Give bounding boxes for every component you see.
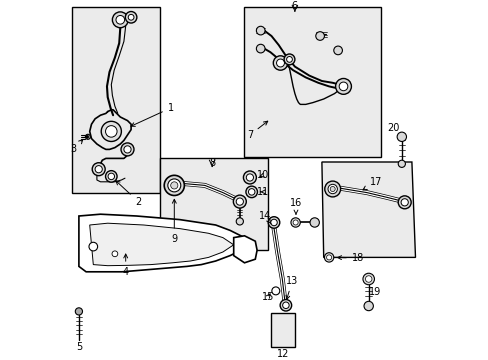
Circle shape: [365, 276, 371, 282]
Text: 19: 19: [368, 287, 380, 297]
Bar: [160, 158, 267, 250]
Circle shape: [256, 44, 264, 53]
Text: 3: 3: [70, 140, 82, 154]
Circle shape: [89, 242, 98, 251]
Text: 14: 14: [259, 211, 271, 224]
Circle shape: [170, 182, 178, 189]
Text: 11: 11: [257, 187, 269, 197]
Polygon shape: [321, 162, 415, 257]
Circle shape: [108, 173, 114, 180]
Circle shape: [248, 189, 254, 195]
Circle shape: [246, 174, 253, 181]
Circle shape: [276, 59, 284, 67]
Circle shape: [309, 218, 319, 227]
Text: 10: 10: [257, 170, 269, 180]
Circle shape: [290, 218, 300, 227]
Circle shape: [271, 287, 279, 295]
Circle shape: [128, 14, 134, 20]
Circle shape: [101, 121, 121, 141]
Circle shape: [236, 218, 243, 225]
Text: 9: 9: [171, 199, 177, 244]
Circle shape: [125, 12, 137, 23]
Text: 15: 15: [261, 292, 274, 302]
Circle shape: [167, 179, 181, 192]
Text: 12: 12: [277, 348, 289, 359]
Circle shape: [112, 12, 128, 28]
Circle shape: [324, 253, 333, 262]
Circle shape: [236, 198, 243, 205]
Circle shape: [315, 32, 324, 40]
Circle shape: [362, 273, 374, 285]
Text: 20: 20: [387, 123, 399, 133]
Circle shape: [324, 181, 340, 197]
Circle shape: [335, 78, 351, 94]
Circle shape: [243, 171, 256, 184]
Circle shape: [397, 160, 405, 167]
Circle shape: [292, 220, 298, 225]
Text: 18: 18: [337, 253, 363, 263]
Circle shape: [273, 56, 287, 70]
Circle shape: [112, 251, 118, 257]
Circle shape: [105, 171, 117, 182]
Text: 4: 4: [122, 254, 128, 277]
Circle shape: [92, 163, 105, 176]
Bar: [271, 313, 294, 347]
Text: 7: 7: [246, 121, 267, 140]
Text: 6: 6: [291, 1, 297, 12]
Circle shape: [327, 184, 337, 194]
Circle shape: [270, 219, 277, 226]
Circle shape: [280, 300, 291, 311]
Circle shape: [95, 166, 102, 173]
Text: 1: 1: [131, 103, 173, 126]
Circle shape: [396, 132, 406, 141]
Circle shape: [400, 199, 407, 206]
Circle shape: [329, 186, 335, 192]
Text: 17: 17: [362, 177, 381, 190]
Circle shape: [105, 126, 117, 137]
Circle shape: [245, 186, 257, 198]
Polygon shape: [233, 236, 257, 263]
Text: 5: 5: [76, 342, 82, 352]
Circle shape: [282, 302, 288, 309]
Circle shape: [85, 134, 90, 139]
Circle shape: [333, 46, 342, 55]
Bar: [244, 7, 381, 157]
Circle shape: [339, 82, 347, 91]
Circle shape: [284, 54, 294, 65]
Bar: [72, 7, 160, 193]
Circle shape: [286, 57, 292, 62]
Text: 13: 13: [285, 276, 298, 300]
Circle shape: [326, 255, 331, 260]
Circle shape: [397, 196, 410, 209]
Polygon shape: [89, 223, 233, 266]
Circle shape: [164, 175, 184, 195]
Circle shape: [116, 15, 124, 24]
Text: 2: 2: [116, 181, 141, 207]
Circle shape: [123, 146, 131, 153]
Circle shape: [121, 143, 134, 156]
Text: 16: 16: [289, 198, 302, 214]
Circle shape: [233, 195, 246, 208]
Circle shape: [75, 308, 82, 315]
Circle shape: [363, 301, 373, 311]
Circle shape: [85, 135, 88, 138]
Text: 8: 8: [208, 158, 215, 168]
Polygon shape: [79, 214, 244, 272]
Circle shape: [268, 217, 279, 228]
Circle shape: [256, 26, 264, 35]
